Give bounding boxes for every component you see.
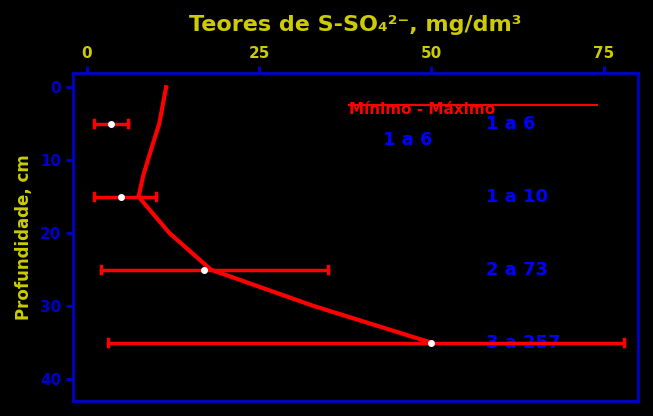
Text: 1 a 10: 1 a 10 xyxy=(486,188,549,206)
Text: 1 a 6: 1 a 6 xyxy=(486,115,536,133)
Title: Teores de S-SO₄²⁻, mg/dm³: Teores de S-SO₄²⁻, mg/dm³ xyxy=(189,15,522,35)
Y-axis label: Profundidade, cm: Profundidade, cm xyxy=(15,154,33,320)
Text: Mínimo - Máximo: Mínimo - Máximo xyxy=(349,102,495,117)
Text: 1 a 6: 1 a 6 xyxy=(383,131,433,149)
Text: 2 a 73: 2 a 73 xyxy=(486,261,549,279)
Text: 3 a 257: 3 a 257 xyxy=(486,334,561,352)
